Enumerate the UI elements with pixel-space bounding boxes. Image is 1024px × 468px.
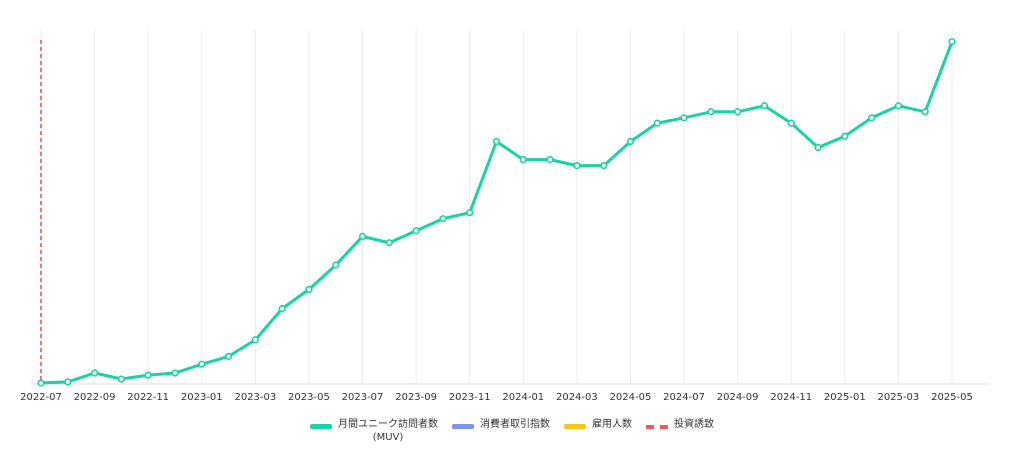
data-point bbox=[64, 378, 72, 386]
data-point bbox=[626, 137, 635, 146]
data-point bbox=[760, 102, 769, 110]
data-point bbox=[37, 379, 45, 387]
data-point bbox=[144, 371, 152, 379]
data-point bbox=[278, 304, 286, 313]
data-point bbox=[948, 38, 956, 46]
data-point bbox=[171, 369, 179, 377]
legend-swatch-employees bbox=[564, 424, 586, 429]
data-point bbox=[224, 352, 233, 360]
x-tick-labels: 2022-07 2022-09 2022-11 2023-01 2023-03 2023-… bbox=[20, 392, 973, 403]
data-point bbox=[305, 285, 313, 294]
data-point bbox=[734, 108, 742, 116]
x-tick-label: 2023-05 bbox=[288, 392, 330, 403]
x-tick-label: 2022-11 bbox=[127, 392, 169, 403]
data-point bbox=[653, 119, 661, 127]
x-tick-label: 2022-07 bbox=[20, 392, 62, 403]
x-tick-label: 2023-11 bbox=[449, 392, 491, 403]
x-tick-label: 2025-03 bbox=[878, 392, 920, 403]
data-point bbox=[921, 108, 929, 116]
x-tick-label: 2024-09 bbox=[717, 392, 759, 403]
x-tick-label: 2023-09 bbox=[395, 392, 437, 403]
legend-item-employees[interactable]: 雇用人数 bbox=[564, 418, 632, 431]
data-point bbox=[814, 143, 822, 152]
legend-swatch-consumer-index bbox=[452, 424, 474, 429]
legend-item-muv[interactable]: 月間ユニーク訪問者数 (MUV) bbox=[310, 418, 438, 444]
data-point bbox=[868, 114, 876, 122]
legend-label-consumer-index: 消費者取引指数 bbox=[480, 419, 550, 430]
data-point bbox=[198, 360, 206, 368]
legend-label-investment: 投資誘致 bbox=[674, 419, 714, 430]
x-tick-label: 2023-07 bbox=[342, 392, 384, 403]
x-tick-label: 2024-07 bbox=[663, 392, 705, 403]
data-point bbox=[251, 336, 259, 344]
data-point bbox=[707, 108, 715, 116]
series-line-muv bbox=[39, 40, 954, 385]
legend-label-muv: 月間ユニーク訪問者数 (MUV) bbox=[338, 419, 438, 443]
x-tick-label: 2022-09 bbox=[74, 392, 116, 403]
gridlines bbox=[40, 30, 953, 384]
data-point bbox=[573, 161, 581, 170]
x-tick-label: 2024-11 bbox=[770, 392, 812, 403]
x-tick-label: 2024-03 bbox=[556, 392, 598, 403]
legend-swatch-investment bbox=[646, 425, 668, 429]
x-tick-label: 2023-01 bbox=[181, 392, 223, 403]
legend-item-consumer-index[interactable]: 消費者取引指数 bbox=[452, 418, 550, 431]
data-point bbox=[439, 215, 447, 223]
x-tick-label: 2024-05 bbox=[610, 392, 652, 403]
x-tick-label: 2024-01 bbox=[502, 392, 544, 403]
x-tick-label: 2025-05 bbox=[931, 392, 973, 403]
data-points bbox=[37, 38, 956, 387]
x-tick-label: 2023-03 bbox=[234, 392, 276, 403]
data-point bbox=[519, 155, 527, 164]
data-point bbox=[332, 261, 340, 269]
data-point bbox=[546, 155, 554, 164]
x-tick-label: 2025-01 bbox=[824, 392, 866, 403]
legend: 月間ユニーク訪問者数 (MUV) 消費者取引指数 雇用人数 投資誘致 bbox=[0, 418, 1024, 444]
series-lines bbox=[39, 40, 954, 385]
data-point bbox=[358, 232, 367, 240]
line-chart-plot: 2022-07 2022-09 2022-11 2023-01 2023-03 2023-… bbox=[20, 30, 990, 403]
legend-swatch-muv bbox=[310, 424, 332, 429]
data-point bbox=[117, 375, 125, 383]
data-point bbox=[894, 102, 903, 110]
data-point bbox=[600, 161, 608, 170]
legend-item-investment[interactable]: 投資誘致 bbox=[646, 418, 714, 431]
data-point bbox=[466, 209, 474, 217]
data-point bbox=[787, 119, 795, 127]
data-point bbox=[412, 227, 420, 235]
data-point bbox=[385, 239, 393, 247]
legend-label-employees: 雇用人数 bbox=[592, 419, 632, 430]
data-point bbox=[680, 114, 688, 122]
data-point bbox=[841, 132, 849, 140]
data-point bbox=[492, 137, 501, 146]
data-point bbox=[90, 369, 99, 377]
